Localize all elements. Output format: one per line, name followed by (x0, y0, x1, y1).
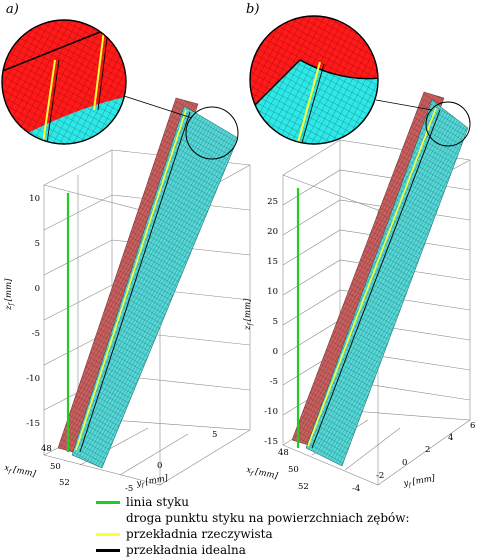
y-tick: 6 (470, 421, 475, 431)
z-tick: 10 (29, 194, 40, 204)
y-tick: -2 (376, 471, 384, 481)
y-tick: -5 (125, 484, 133, 494)
x-tick: 52 (59, 478, 70, 488)
panel-b-y-ticks: -4 -2 0 2 4 6 (352, 421, 475, 494)
panel-b-z-axis-label: zf[mm] (243, 298, 254, 331)
panel-a-y-ticks: -5 0 5 (125, 430, 217, 494)
panel-b: b) 25 20 15 1 (243, 2, 475, 494)
z-tick: 0 (273, 347, 278, 357)
panel-a: a) 10 5 0 (1, 2, 251, 494)
panel-a-ideal-path (79, 111, 191, 453)
panel-b-surfaces (291, 91, 469, 467)
x-tick: 48 (41, 444, 52, 454)
legend-label: przekładnia rzeczywista (126, 527, 273, 541)
legend-label: linia styku (126, 495, 189, 509)
panel-b-zoom-leader (375, 99, 433, 111)
x-tick: 50 (50, 462, 61, 472)
z-tick: 5 (35, 239, 40, 249)
panel-b-y-axis-label: yf[mm] (402, 473, 437, 490)
panel-a-zoom-target (185, 106, 239, 160)
panel-a-x-ticks: 48 50 52 (41, 444, 70, 488)
panel-b-z-ticks: 25 20 15 10 5 0 -5 -10 -15 (264, 197, 278, 447)
z-tick: 5 (273, 317, 278, 327)
z-tick: -15 (264, 437, 278, 447)
z-tick: 25 (267, 197, 278, 207)
z-tick: 10 (267, 287, 278, 297)
y-tick: 0 (157, 461, 162, 471)
panel-a-z-ticks: 10 5 0 -5 -10 -15 (26, 194, 40, 429)
y-tick: 4 (448, 433, 453, 443)
panel-b-x-ticks: 48 50 52 (278, 448, 309, 492)
panel-b-ideal-path (311, 109, 441, 449)
panel-b-cyan-surface (305, 99, 469, 467)
panel-a-y-axis-label: yf[mm] (135, 473, 170, 490)
z-tick: -10 (26, 374, 40, 384)
panel-a-surfaces (57, 97, 239, 469)
legend-swatch-yellow (96, 533, 120, 536)
legend-swatch-black (96, 549, 120, 552)
panel-a-real-path (75, 109, 187, 451)
panel-a-zoom-inset (2, 20, 126, 144)
legend-swatch-green (96, 501, 120, 504)
panel-b-label: b) (246, 2, 259, 17)
legend: linia styku droga punktu styku na powier… (96, 492, 486, 558)
panel-b-zoom-circle (249, 15, 379, 145)
panel-a-x-axis-label: xf[mm] (3, 463, 37, 481)
z-tick: -10 (264, 407, 278, 417)
legend-label: przekładnia idealna (126, 543, 246, 557)
panel-b-zoom-inset (250, 16, 378, 144)
z-tick: 20 (267, 227, 278, 237)
legend-heading-text: droga punktu styku na powierzchniach zęb… (126, 511, 410, 525)
panel-a-zoom-leader (123, 95, 193, 119)
y-tick: 2 (425, 445, 430, 455)
panel-b-x-axis-label: xf[mm] (245, 465, 279, 483)
panel-b-zoom-target (425, 101, 471, 147)
z-tick: 15 (267, 257, 278, 267)
x-tick: 52 (298, 482, 309, 492)
y-tick: 0 (402, 458, 407, 468)
z-tick: -15 (26, 419, 40, 429)
x-tick: 50 (288, 465, 299, 475)
z-tick: -5 (270, 377, 278, 387)
x-tick: 48 (278, 448, 289, 458)
z-tick: 0 (35, 284, 40, 294)
y-tick: -4 (352, 484, 360, 494)
panel-a-label: a) (6, 2, 19, 17)
panel-a-z-axis-label: zf[mm] (4, 278, 15, 311)
z-tick: -5 (32, 329, 40, 339)
y-tick: 5 (212, 430, 217, 440)
panel-b-real-path (307, 107, 437, 447)
panel-a-zoom-circle (1, 19, 127, 145)
